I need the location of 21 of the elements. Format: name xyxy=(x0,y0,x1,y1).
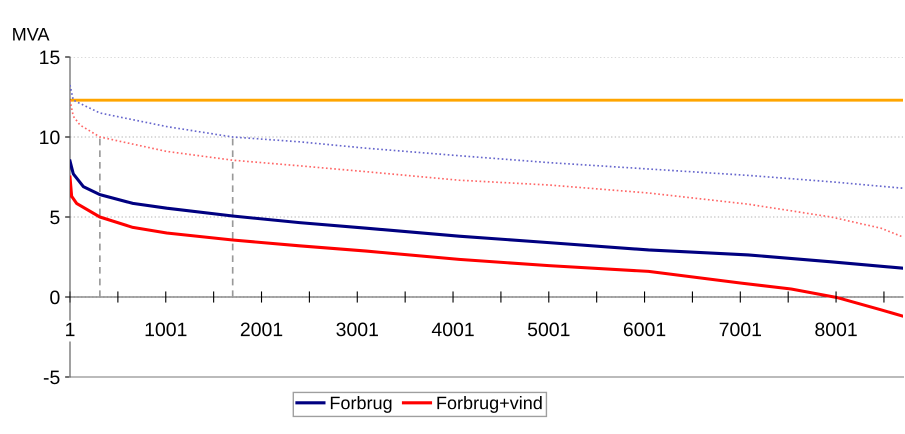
x-tick-label: 1 xyxy=(66,322,74,336)
x-tick-label: 7001 xyxy=(720,322,761,336)
y-tick-label: -5 xyxy=(44,370,60,384)
line-series xyxy=(70,99,903,238)
legend-label: Forbrug+vind xyxy=(437,396,542,413)
x-tick-label: 2001 xyxy=(240,322,282,336)
y-tick-label: 15 xyxy=(40,50,60,64)
x-tick-label: 5001 xyxy=(528,322,570,336)
line-series xyxy=(70,159,903,270)
y-tick-label: 10 xyxy=(40,130,60,144)
x-tick-label: 3001 xyxy=(336,322,378,336)
y-axis-title: MVA xyxy=(13,28,50,40)
y-tick-label: 5 xyxy=(50,210,60,224)
line-series xyxy=(70,175,903,318)
x-tick-label: 1001 xyxy=(146,322,186,336)
x-tick-label: 8001 xyxy=(815,322,857,336)
line-series xyxy=(70,84,903,190)
x-tick-label: 6001 xyxy=(624,322,666,336)
x-tick-label: 4001 xyxy=(432,322,474,336)
legend-label: Forbrug xyxy=(330,396,392,413)
y-tick-label: 0 xyxy=(50,290,60,304)
